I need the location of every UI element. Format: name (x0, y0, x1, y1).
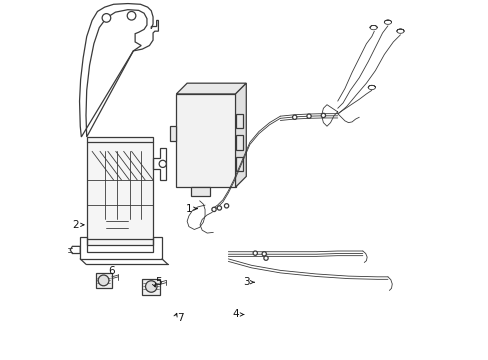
Polygon shape (169, 126, 176, 140)
Circle shape (211, 207, 216, 212)
Text: 7: 7 (176, 313, 183, 323)
Polygon shape (96, 273, 112, 288)
Polygon shape (235, 157, 242, 171)
Text: 1: 1 (185, 204, 192, 214)
Polygon shape (142, 279, 160, 295)
Text: 2: 2 (72, 220, 79, 230)
Text: 3: 3 (243, 277, 249, 287)
Circle shape (159, 160, 166, 167)
Circle shape (217, 206, 221, 210)
Polygon shape (176, 83, 246, 94)
Polygon shape (235, 83, 246, 187)
Circle shape (306, 114, 310, 118)
Circle shape (262, 252, 266, 256)
Polygon shape (235, 135, 242, 149)
Circle shape (253, 251, 257, 255)
Circle shape (145, 281, 157, 292)
Text: 4: 4 (232, 310, 238, 319)
Polygon shape (190, 187, 210, 196)
Circle shape (127, 12, 136, 20)
Circle shape (224, 204, 228, 208)
Circle shape (98, 275, 109, 286)
Text: 6: 6 (107, 266, 114, 276)
Circle shape (102, 14, 110, 22)
Polygon shape (176, 94, 235, 187)
Text: 5: 5 (155, 277, 162, 287)
Circle shape (264, 256, 267, 260)
Circle shape (292, 115, 296, 120)
Circle shape (321, 113, 325, 118)
Polygon shape (235, 114, 242, 128)
Polygon shape (86, 137, 153, 244)
